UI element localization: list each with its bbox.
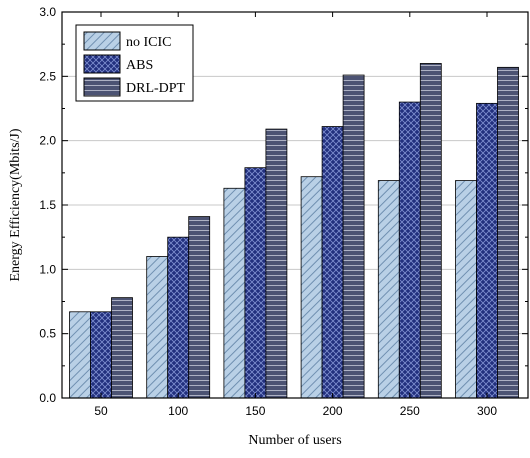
bar-drl-dpt-50 xyxy=(111,297,133,398)
x-tick-label: 200 xyxy=(323,404,343,418)
bar-abs-300 xyxy=(476,102,498,398)
axes xyxy=(61,11,529,399)
x-tick-label: 50 xyxy=(94,404,108,418)
bar-drl-dpt-200 xyxy=(342,74,365,398)
bar-abs-150 xyxy=(244,167,267,398)
legend-label-no-icic: no ICIC xyxy=(126,35,172,50)
bar-no-icic-200 xyxy=(300,176,323,398)
bar-abs-250 xyxy=(398,101,421,398)
x-axis-title: Number of users xyxy=(248,433,341,448)
legend-swatch-drl-dpt xyxy=(83,77,121,97)
y-axis-title: Energy Efficiency(Mbits/J) xyxy=(8,128,23,281)
bar-no-icic-50 xyxy=(69,311,91,398)
y-tick-label: 1.5 xyxy=(39,198,56,212)
y-tick-label: 0.0 xyxy=(39,391,56,405)
bar-drl-dpt-100 xyxy=(188,216,211,398)
x-tick-label: 100 xyxy=(168,404,188,418)
x-tick-label: 300 xyxy=(477,404,497,418)
legend-label-abs: ABS xyxy=(126,58,153,73)
bar-no-icic-300 xyxy=(455,180,477,398)
y-tick-label: 3.0 xyxy=(39,5,56,19)
bar-no-icic-250 xyxy=(377,180,400,398)
y-tick-label: 2.5 xyxy=(39,69,56,83)
y-tick-label: 2.0 xyxy=(39,134,56,148)
bar-drl-dpt-250 xyxy=(419,63,442,398)
bar-abs-200 xyxy=(321,126,344,398)
bar-abs-100 xyxy=(167,236,190,398)
legend: no ICIC ABS DRL-DPT xyxy=(75,24,194,102)
tick-labels: 0.0 0.5 1.0 1.5 2.0 2.5 3.0 50 100 150 200 250 300 xyxy=(39,5,497,418)
bar-no-icic-100 xyxy=(146,256,169,398)
bar-abs-50 xyxy=(90,311,112,398)
bar-no-icic-150 xyxy=(223,187,246,398)
y-tick-label: 1.0 xyxy=(39,262,56,276)
x-tick-label: 250 xyxy=(400,404,420,418)
bars xyxy=(69,63,519,398)
legend-label-drl-dpt: DRL-DPT xyxy=(126,81,186,96)
x-tick-label: 150 xyxy=(245,404,265,418)
bar-drl-dpt-300 xyxy=(497,66,519,398)
bar-drl-dpt-150 xyxy=(265,128,288,398)
y-tick-label: 0.5 xyxy=(39,327,56,341)
legend-swatch-abs xyxy=(83,54,121,74)
legend-swatch-no-icic xyxy=(83,31,121,51)
